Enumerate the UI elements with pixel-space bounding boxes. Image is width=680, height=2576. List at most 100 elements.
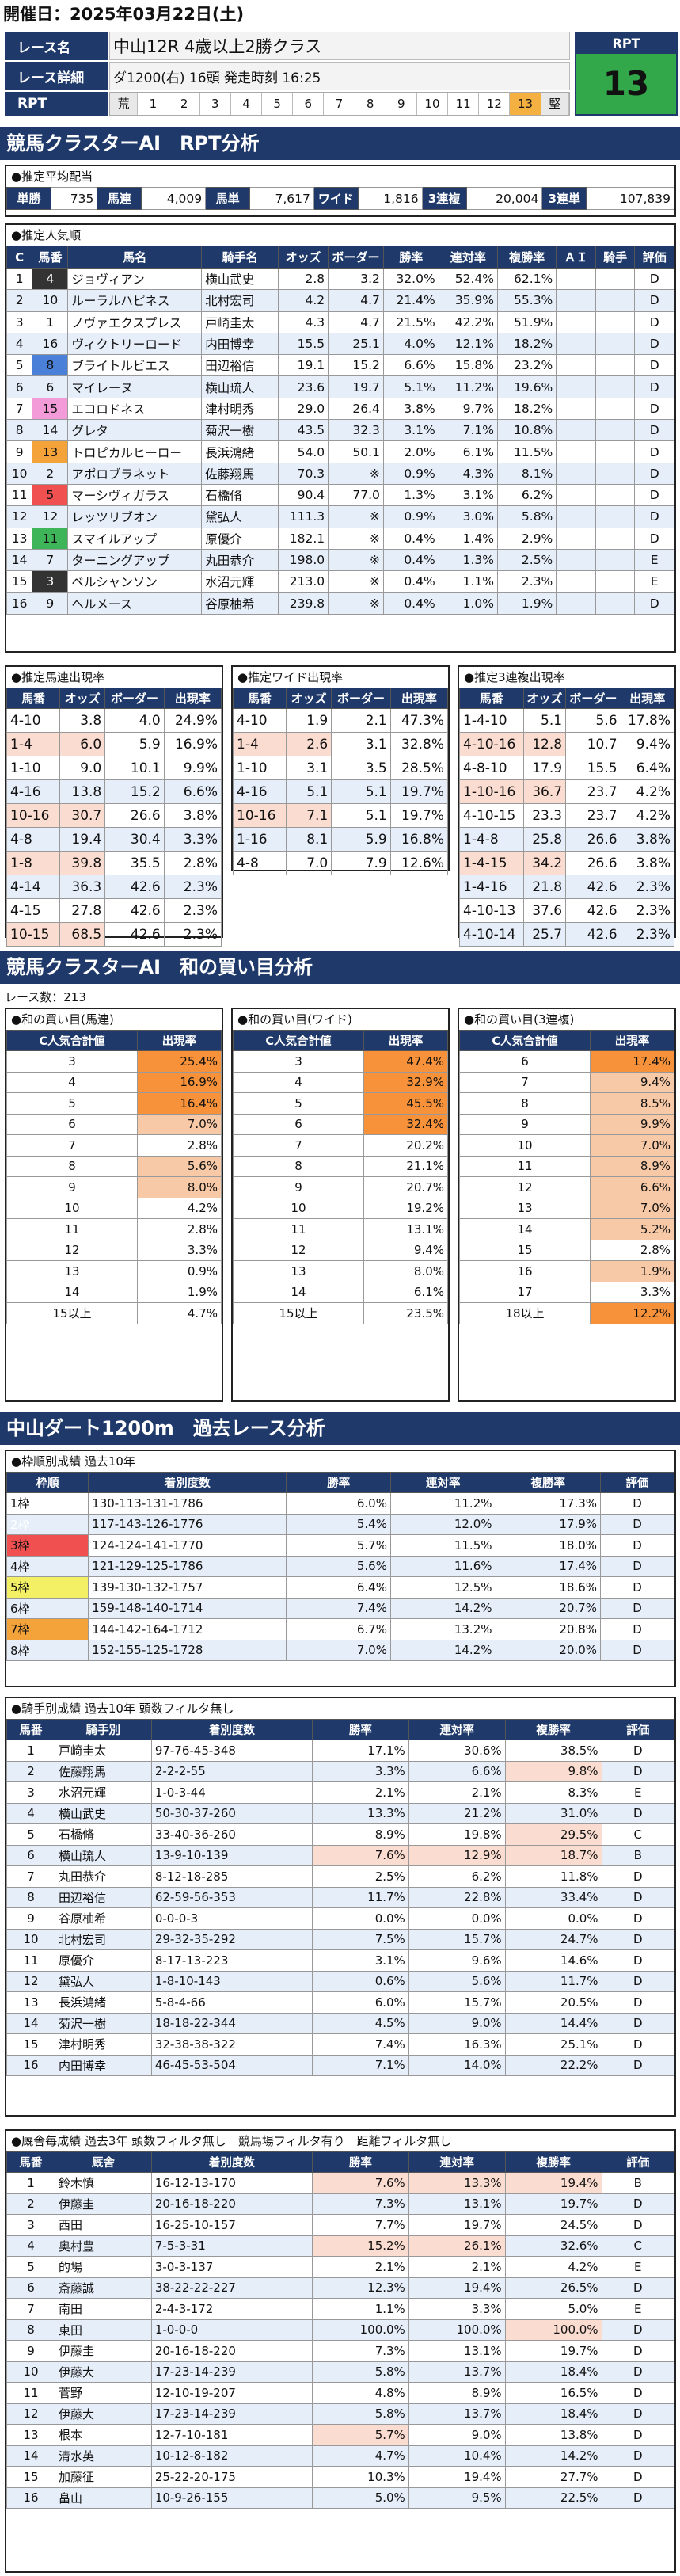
umaren-cell: 30.7 — [59, 803, 106, 828]
popularity-cell: ノヴァエクスプレス — [67, 311, 203, 333]
sum-wide-table: C人気合計値 出現率 3 47.4% 4 32.9% 5 45.5% 6 32.4% 7 20.2% 8… — [233, 1030, 449, 1324]
popularity-cell: 10 — [6, 462, 33, 485]
popularity-cell: 23.2% — [496, 354, 557, 377]
sum_umaren-row: 10 4.2% — [6, 1197, 222, 1219]
jockey-cell: 30.6% — [408, 1740, 506, 1762]
popularity-cell: ※ — [328, 570, 384, 593]
trio-cell: 4-10-16 — [459, 732, 524, 756]
trio-cell: 6.4% — [620, 756, 675, 780]
popularity-cell: 19.1 — [278, 354, 329, 377]
trainer-cell: 5.0% — [504, 2298, 602, 2320]
popularity-cell — [595, 419, 636, 442]
waku-row: 1枠 130-113-131-1786 6.0% 11.2% 17.3% D — [6, 1492, 674, 1515]
wide-cell: 7.1 — [285, 803, 332, 828]
umaren-cell: 9.9% — [163, 756, 222, 780]
popularity-row: 13 11 スマイルアップ 原優介 182.1 ※ 0.4% 1.4% 2.9% D — [6, 527, 674, 550]
jockey-cell: 15.7% — [408, 1991, 506, 2014]
trainer-cell: 伊藤大 — [54, 2361, 152, 2383]
waku-cell: 3枠 — [6, 1534, 89, 1557]
jockey-cell: 菊沢一樹 — [54, 2012, 152, 2034]
sum_trio-total: 16 — [459, 1260, 591, 1282]
popularity-cell: 18.2% — [496, 332, 557, 356]
popularity-cell: 0.4% — [382, 592, 439, 615]
jockey-cell: 20.5% — [504, 1991, 602, 2014]
jockey-cell: 33.4% — [504, 1886, 602, 1908]
sum_trio-rate: 6.6% — [589, 1176, 675, 1198]
sum_umaren-row: 8 5.6% — [6, 1155, 222, 1177]
popularity-cell: 15.5 — [278, 332, 329, 356]
sum_umaren-total: 4 — [6, 1071, 138, 1093]
umaren-cell: 36.3 — [59, 875, 106, 899]
popularity-cell: 62.1% — [496, 267, 557, 291]
jockey-cell: 14.0% — [408, 2054, 506, 2076]
trainer-cell: 畠山 — [54, 2486, 152, 2509]
waku-cell: D — [600, 1576, 674, 1599]
jockey-row: 4 横山武史 50-30-37-260 13.3% 21.2% 31.0% D — [6, 1802, 675, 1824]
jockey-cell: 12 — [6, 1970, 55, 1992]
jockey-cell: 15.7% — [408, 1928, 506, 1950]
trainer-row: 10 伊藤大 17-23-14-239 5.8% 13.7% 18.4% D — [6, 2361, 675, 2383]
jockey-row: 15 津村明秀 32-38-38-322 7.4% 16.3% 25.1% D — [6, 2033, 675, 2056]
rpt-cell: 8 — [355, 93, 386, 115]
trainer-cell: E — [601, 2256, 675, 2278]
jockey-cell: 18-18-22-344 — [150, 2012, 313, 2034]
trainer-cell: D — [601, 2193, 675, 2215]
trainer-cell: 16-25-10-157 — [150, 2214, 313, 2236]
popularity-cell: 25.1 — [328, 332, 384, 356]
popularity-cell: 田辺裕信 — [201, 354, 279, 377]
trainer-cell: D — [601, 2319, 675, 2341]
popularity-cell: 15 — [6, 570, 33, 593]
jockey-row: 11 原優介 8-17-13-223 3.1% 9.6% 14.6% D — [6, 1949, 675, 1972]
jockey-cell: 2 — [6, 1760, 55, 1782]
jockey-cell: 4 — [6, 1802, 55, 1824]
umaren-cell: 24.9% — [163, 708, 222, 733]
waku-cell: 17.3% — [495, 1492, 602, 1515]
popularity-header: 評価 — [634, 246, 674, 269]
umaren-cell: 27.8 — [59, 898, 106, 923]
sum_umaren-total: 15以上 — [6, 1302, 138, 1324]
popularity-cell — [595, 592, 636, 615]
payout-table: 単勝 735 馬連 4,009 馬単 7,617 ワイド 1,816 3連複 20,004 3連単 1… — [6, 187, 674, 210]
rpt-cell: 堅 — [541, 93, 569, 115]
rpt-scale: 荒 1 2 3 4 5 6 7 8 9 10 11 12 13 堅 — [109, 92, 570, 116]
sum_wide-total: 6 — [233, 1113, 364, 1135]
waku-header: 評価 — [600, 1472, 674, 1493]
jockey-cell: 18.7% — [504, 1844, 602, 1866]
popularity-cell: 10 — [32, 289, 69, 312]
trainer-row: 7 南田 2-4-3-172 1.1% 3.3% 5.0% E — [6, 2298, 675, 2320]
trainer-cell: 5.0% — [311, 2486, 409, 2509]
popularity-cell — [556, 527, 596, 550]
waku-cell: 7.4% — [286, 1597, 391, 1619]
umaren-cell: 19.4 — [59, 827, 106, 852]
trainer-cell: 東田 — [54, 2319, 152, 2341]
popularity-cell: 19.7 — [328, 375, 384, 398]
popularity-cell: 8.1% — [496, 462, 557, 485]
waku-row: 5枠 139-130-132-1757 6.4% 12.5% 18.6% D — [6, 1576, 674, 1599]
trainer-cell: 9.0% — [408, 2424, 506, 2446]
trainer-cell: D — [601, 2403, 675, 2425]
jockey-cell: 7.6% — [311, 1844, 409, 1866]
popularity-row: 1 4 ジョヴィアン 横山武史 2.8 3.2 32.0% 52.4% 62.1% D — [6, 267, 674, 291]
trainer-cell: 5.7% — [311, 2424, 409, 2446]
jockey-cell: 22.2% — [504, 2054, 602, 2076]
trio-cell: 4-10-13 — [459, 898, 524, 923]
trio-row: 1-4-16 21.8 42.6 2.3% — [459, 875, 675, 899]
trio-cell: 25.8 — [522, 827, 567, 852]
waku-cell: 5.7% — [286, 1534, 391, 1557]
popularity-cell: 横山武史 — [201, 267, 279, 291]
waku-row: 2枠 117-143-126-1776 5.4% 12.0% 17.9% D — [6, 1513, 674, 1535]
trio-cell: 42.6 — [565, 922, 621, 947]
sum_wide-rate: 23.5% — [363, 1302, 449, 1324]
popularity-cell: D — [634, 483, 674, 507]
popularity-cell: D — [634, 375, 674, 398]
sum_umaren-total: 5 — [6, 1092, 138, 1115]
trio-cell: 1-10-16 — [459, 779, 524, 804]
jockey-row: 7 丸田恭介 8-12-18-285 2.5% 6.2% 11.8% D — [6, 1865, 675, 1888]
sum_umaren-row: 14 1.9% — [6, 1281, 222, 1303]
popularity-cell: 12.1% — [438, 332, 499, 356]
trainer-cell: D — [601, 2424, 675, 2446]
trainer-cell: 26.5% — [504, 2277, 602, 2299]
wide-header: 馬番 — [233, 688, 287, 709]
sum_umaren-row: 15以上 4.7% — [6, 1302, 222, 1324]
